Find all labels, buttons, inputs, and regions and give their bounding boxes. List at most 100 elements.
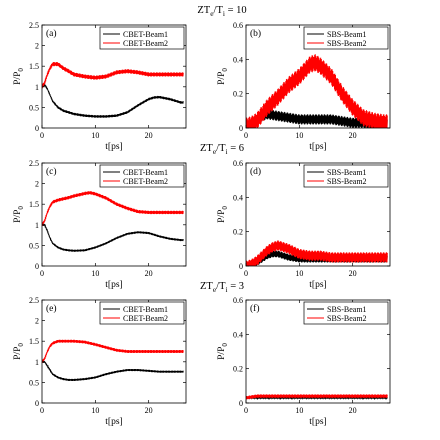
y-tick-label: 1.5	[29, 337, 39, 346]
x-tick-label: 10	[295, 269, 303, 278]
legend-entry: SBS-Beam2	[327, 39, 367, 48]
row-title-2: ZTe/Ti = 6	[200, 143, 244, 156]
series-line-cbet-beam1	[42, 223, 184, 252]
row-title-3: ZTe/Ti = 3	[200, 281, 244, 294]
y-tick-label: 2.5	[29, 296, 39, 305]
y-tick-label: 0.6	[233, 296, 243, 305]
y-tick-label: 0.5	[29, 103, 39, 112]
panel-e: 0 10 20 0 0.5 1 1.5 2 2.5 t[ps] P/P0 (e) CBET-Beam1C…	[13, 296, 187, 427]
y-axis-label: P/P0	[13, 343, 25, 360]
y-tick-label: 0	[239, 124, 243, 133]
x-axis-label: t[ps]	[105, 280, 122, 290]
row-title-1: ZTe/Ti = 10	[197, 5, 246, 18]
y-tick-label: 2	[35, 42, 39, 51]
series-line-cbet-beam1	[42, 360, 184, 382]
series-line-cbet-beam1	[42, 83, 184, 118]
y-axis-label: P/P0	[217, 343, 229, 360]
plot-frame	[245, 299, 391, 404]
x-axis-label: t[ps]	[309, 142, 326, 152]
x-tick-label: 10	[295, 131, 303, 140]
y-tick-label: 2.5	[29, 21, 39, 30]
panel-label: (d)	[250, 166, 261, 177]
y-tick-label: 0.2	[233, 365, 243, 374]
plot-frame	[41, 24, 187, 129]
y-tick-label: 0.6	[233, 159, 243, 168]
x-tick-label: 10	[91, 269, 99, 278]
series-line-cbet-beam2	[42, 191, 184, 226]
legend-entry: SBS-Beam1	[327, 168, 367, 177]
y-tick-label: 0.5	[29, 378, 39, 387]
series-line-cbet-beam2	[42, 62, 184, 89]
y-tick-label: 2	[35, 317, 39, 326]
y-axis-label: P/P0	[217, 206, 229, 223]
y-tick-label: 1.5	[29, 62, 39, 71]
x-tick-label: 0	[40, 131, 44, 140]
legend-entry: CBET-Beam1	[123, 30, 168, 39]
panel-label: (c)	[46, 166, 57, 177]
panel-d: 0 10 20 0 0.2 0.4 0.6 t[ps] P/P0 (d) SBS-Beam1SBS-…	[217, 159, 391, 290]
y-tick-label: 0.4	[233, 55, 243, 64]
y-tick-label: 0	[35, 262, 39, 271]
plot-frame	[41, 162, 187, 267]
x-axis-label: t[ps]	[309, 280, 326, 290]
legend-box	[303, 26, 389, 50]
x-tick-label: 0	[40, 269, 44, 278]
y-tick-label: 0.4	[233, 193, 243, 202]
x-tick-label: 20	[349, 131, 357, 140]
series-line-sbs-beam2	[246, 394, 388, 400]
x-axis-label: t[ps]	[105, 417, 122, 427]
legend-entry: CBET-Beam2	[123, 39, 168, 48]
y-axis-label: P/P0	[217, 68, 229, 85]
x-tick-label: 10	[295, 406, 303, 415]
plot-frame	[245, 162, 391, 267]
plot-frame	[245, 24, 391, 129]
x-tick-label: 20	[145, 131, 153, 140]
panel-a: 0 10 20 0 0.5 1 1.5 2 2.5 t[ps] P/P0 (a) CBET-Beam1C…	[13, 21, 187, 152]
legend-box	[99, 26, 185, 50]
plot-frame	[41, 299, 187, 404]
y-tick-label: 1	[35, 358, 39, 367]
legend-entry: SBS-Beam2	[327, 314, 367, 323]
y-tick-label: 0.6	[233, 21, 243, 30]
y-tick-label: 0.2	[233, 90, 243, 99]
series-line-sbs-beam2	[246, 54, 388, 128]
y-tick-label: 2.5	[29, 159, 39, 168]
x-tick-label: 20	[349, 406, 357, 415]
panel-c: 0 10 20 0 0.5 1 1.5 2 2.5 t[ps] P/P0 (c) CBET-Beam1C…	[13, 159, 187, 290]
y-tick-label: 0.4	[233, 330, 243, 339]
panel-b: 0 10 20 0 0.2 0.4 0.6 t[ps] P/P0 (b) SBS-Beam1SBS-…	[217, 21, 391, 152]
panel-label: (b)	[250, 28, 261, 39]
x-axis-label: t[ps]	[309, 417, 326, 427]
y-tick-label: 1	[35, 83, 39, 92]
x-tick-label: 10	[91, 131, 99, 140]
panel-label: (a)	[46, 28, 57, 39]
x-tick-label: 20	[145, 269, 153, 278]
x-tick-label: 20	[145, 406, 153, 415]
y-axis-label: P/P0	[13, 68, 25, 85]
y-tick-label: 0	[35, 124, 39, 133]
y-tick-label: 0	[239, 399, 243, 408]
x-tick-label: 0	[244, 269, 248, 278]
x-tick-label: 10	[91, 406, 99, 415]
legend-box	[303, 164, 389, 188]
legend-entry: CBET-Beam1	[123, 168, 168, 177]
y-axis-label: P/P0	[13, 206, 25, 223]
x-axis-label: t[ps]	[105, 142, 122, 152]
x-tick-label: 0	[244, 131, 248, 140]
legend-entry: CBET-Beam2	[123, 314, 168, 323]
legend-box	[99, 164, 185, 188]
series-line-sbs-beam2	[246, 240, 388, 266]
y-tick-label: 1.5	[29, 200, 39, 209]
y-tick-label: 1	[35, 221, 39, 230]
x-tick-label: 20	[349, 269, 357, 278]
y-tick-label: 2	[35, 180, 39, 189]
panel-label: (f)	[250, 303, 260, 314]
panel-f: 0 10 20 0 0.2 0.4 0.6 t[ps] P/P0 (f) SBS-Beam1SBS-…	[217, 296, 391, 427]
legend-box	[303, 301, 389, 325]
x-tick-label: 0	[244, 406, 248, 415]
series-line-cbet-beam2	[42, 339, 184, 363]
legend-box	[99, 301, 185, 325]
y-tick-label: 0	[35, 399, 39, 408]
